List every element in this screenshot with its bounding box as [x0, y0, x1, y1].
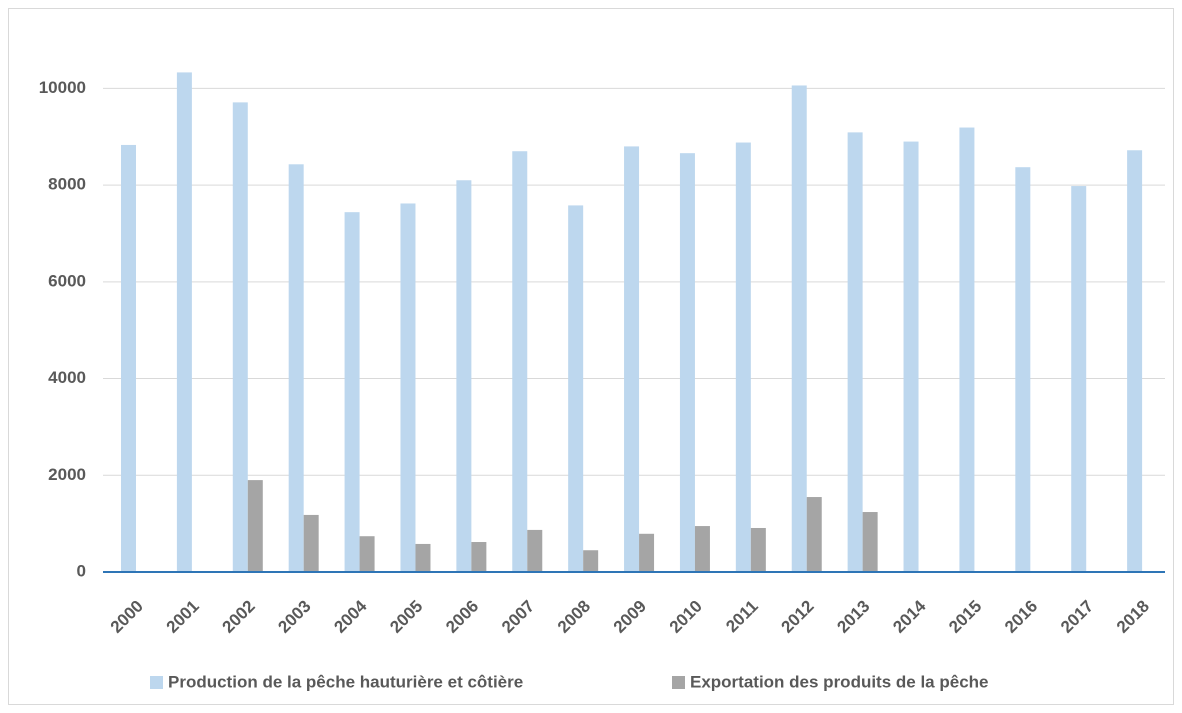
legend-swatch — [150, 676, 163, 689]
bar — [568, 205, 584, 573]
legend-label: Production de la pêche hauturière et côt… — [168, 672, 523, 691]
bar — [624, 146, 640, 572]
bar — [903, 141, 919, 572]
bar — [176, 72, 192, 573]
bar — [232, 102, 248, 572]
bar — [583, 550, 599, 572]
bar — [1127, 150, 1143, 572]
bar — [1071, 186, 1087, 573]
bar — [959, 127, 975, 573]
bar — [512, 151, 528, 572]
y-tick-label: 0 — [77, 561, 86, 580]
y-tick-label: 4000 — [48, 368, 86, 387]
bar — [1015, 167, 1031, 573]
bar — [471, 542, 487, 572]
y-tick-label: 2000 — [48, 465, 86, 484]
y-tick-label: 10000 — [39, 78, 86, 97]
bar — [456, 180, 472, 572]
chart-frame — [8, 8, 1174, 705]
bar — [527, 529, 543, 572]
bar — [121, 144, 136, 572]
bar — [400, 203, 416, 572]
legend-swatch — [672, 676, 685, 689]
bar — [639, 533, 655, 572]
bar — [344, 212, 360, 572]
bar — [247, 480, 263, 572]
y-tick-label: 8000 — [48, 175, 86, 194]
bar — [303, 514, 319, 572]
bar — [847, 132, 863, 572]
bar — [288, 164, 304, 572]
y-tick-label: 6000 — [48, 271, 86, 290]
bar — [791, 85, 807, 572]
bar — [735, 142, 751, 572]
bar — [694, 526, 710, 572]
legend-label: Exportation des produits de la pêche — [690, 672, 989, 691]
bar — [359, 536, 375, 572]
bar — [862, 512, 878, 572]
bar — [750, 527, 766, 572]
bar — [415, 543, 431, 572]
bar — [679, 153, 695, 573]
bar — [806, 497, 822, 572]
